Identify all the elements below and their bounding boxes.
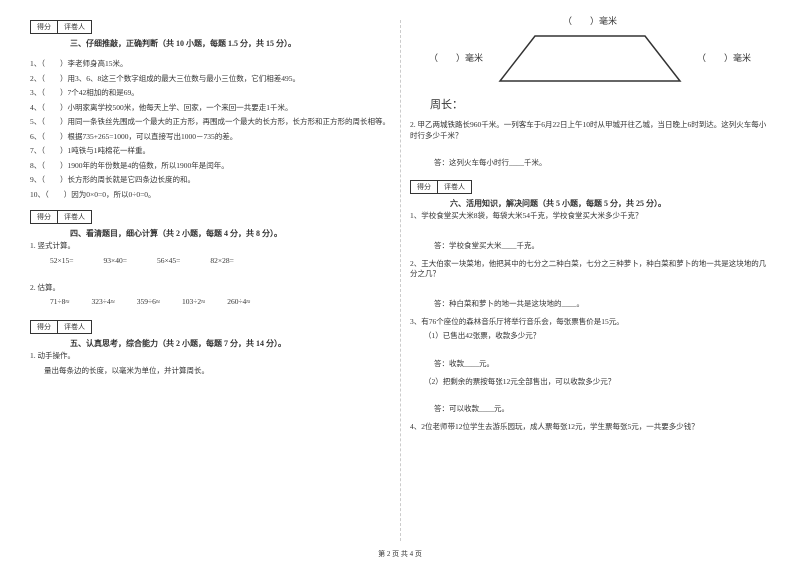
- s6-a1: 答：学校食堂买大米____千克。: [434, 240, 770, 251]
- score-label: 得分: [31, 211, 58, 223]
- calc: 56×45=: [157, 256, 180, 265]
- calc: 93×40=: [103, 256, 126, 265]
- s6-q4: 4、2位老师带12位学生去游乐园玩，成人票每张12元，学生票每张5元，一共要多少…: [410, 422, 770, 433]
- grader-label: 评卷人: [58, 21, 91, 33]
- train-answer: 答：这列火车每小时行____千米。: [434, 157, 770, 168]
- grader-label: 评卷人: [58, 321, 91, 333]
- calc: 82×28=: [210, 256, 233, 265]
- s4-sub2: 2. 估算。: [30, 283, 390, 294]
- s3-q8: 8、（ ）1900年的年份数是4的倍数，所以1900年是闰年。: [30, 161, 390, 172]
- s6-a2: 答：种白菜和萝卜的地一共是这块地的____。: [434, 298, 770, 309]
- s5-sub1: 1. 动手操作。: [30, 351, 390, 362]
- trap-top-label: （ ）毫米: [485, 14, 695, 27]
- section6-title: 六、活用知识，解决问题（共 5 小题，每题 5 分，共 25 分）。: [450, 198, 770, 209]
- calc: 359÷6≈: [137, 297, 160, 306]
- s3-q2: 2、（ ）用3、6、8这三个数字组成的最大三位数与最小三位数，它们相差495。: [30, 74, 390, 85]
- page-footer: 第 2 页 共 4 页: [0, 549, 800, 559]
- score-label: 得分: [31, 21, 58, 33]
- section6-header: 得分 评卷人: [410, 180, 770, 194]
- s6-q3: 3、有76个座位的森林音乐厅将举行音乐会，每张票售价是15元。: [410, 317, 770, 328]
- s3-q4: 4、（ ）小明家离学校500米，他每天上学、回家，一个来回一共要走1千米。: [30, 103, 390, 114]
- grader-label: 评卷人: [58, 211, 91, 223]
- perimeter-label: 周长：: [430, 96, 770, 112]
- train-question: 2. 甲乙两城铁路长960千米。一列客车于6月22日上午10时从甲城开往乙城，当…: [410, 120, 770, 141]
- s3-q5: 5、（ ）用同一条铁丝先围成一个最大的正方形，再围成一个最大的长方形，长方形和正…: [30, 117, 390, 128]
- section4-title: 四、看清题目，细心计算（共 2 小题，每题 4 分，共 8 分）。: [70, 228, 390, 239]
- score-box: 得分 评卷人: [30, 20, 92, 34]
- calc: 52×15=: [50, 256, 73, 265]
- s4-sub1: 1. 竖式计算。: [30, 241, 390, 252]
- left-column: 得分 评卷人 三、仔细推敲，正确判断（共 10 小题，每题 1.5 分，共 15…: [30, 20, 390, 530]
- s3-q9: 9、（ ）长方形的周长就是它四条边长度的和。: [30, 175, 390, 186]
- grader-label: 评卷人: [438, 181, 471, 193]
- section3-title: 三、仔细推敲，正确判断（共 10 小题，每题 1.5 分，共 15 分）。: [70, 38, 390, 49]
- trap-left-label: （ ）毫米: [429, 51, 483, 64]
- calc: 71÷8≈: [50, 297, 69, 306]
- s6-q3b: （2）把剩余的票按每张12元全部售出，可以收款多少元？: [410, 377, 770, 388]
- s6-q1: 1、学校食堂买大米8袋，每袋大米54千克，学校食堂买大米多少千克？: [410, 211, 770, 222]
- score-box-4: 得分 评卷人: [30, 210, 92, 224]
- s3-q6: 6、（ ）根据735+265=1000，可以直接写出1000－735的差。: [30, 132, 390, 143]
- s3-q10: 10、（ ）因为0×0=0，所以0÷0=0。: [30, 190, 390, 201]
- right-column: （ ）毫米 （ ）毫米 （ ）毫米 周长： 2. 甲乙两城铁路长960千米。一列…: [410, 20, 770, 530]
- s5-desc: 量出每条边的长度，以毫米为单位，并计算周长。: [30, 366, 390, 377]
- s3-q1: 1、（ ）李老师身高15米。: [30, 59, 390, 70]
- section3-header: 得分 评卷人: [30, 20, 390, 34]
- s4-row2: 71÷8≈ 323÷4≈ 359÷6≈ 103÷2≈ 260÷4≈: [30, 297, 390, 306]
- calc: 260÷4≈: [227, 297, 250, 306]
- s4-row1: 52×15= 93×40= 56×45= 82×28=: [30, 256, 390, 265]
- s3-q7: 7、（ ）1吨铁与1吨棉花一样重。: [30, 146, 390, 157]
- section4-header: 得分 评卷人: [30, 210, 390, 224]
- score-box-6: 得分 评卷人: [410, 180, 472, 194]
- score-label: 得分: [31, 321, 58, 333]
- s6-q2: 2、王大伯家一块菜地，他把其中的七分之二种白菜，七分之三种萝卜，种白菜和萝卜的地…: [410, 259, 770, 280]
- trapezoid-icon: [485, 26, 695, 88]
- s6-a3a: 答：收款____元。: [434, 358, 770, 369]
- s3-q3: 3、（ ）7个42相加的和是69。: [30, 88, 390, 99]
- section5-header: 得分 评卷人: [30, 320, 390, 334]
- column-divider: [400, 20, 401, 541]
- trap-right-label: （ ）毫米: [697, 51, 751, 64]
- s6-q3a: （1）已售出42张票，收款多少元？: [410, 331, 770, 342]
- calc: 323÷4≈: [91, 297, 114, 306]
- trapezoid-figure: （ ）毫米 （ ）毫米 （ ）毫米: [410, 26, 770, 88]
- s6-a3b: 答：可以收款____元。: [434, 403, 770, 414]
- calc: 103÷2≈: [182, 297, 205, 306]
- score-box-5: 得分 评卷人: [30, 320, 92, 334]
- section5-title: 五、认真思考，综合能力（共 2 小题，每题 7 分，共 14 分）。: [70, 338, 390, 349]
- score-label: 得分: [411, 181, 438, 193]
